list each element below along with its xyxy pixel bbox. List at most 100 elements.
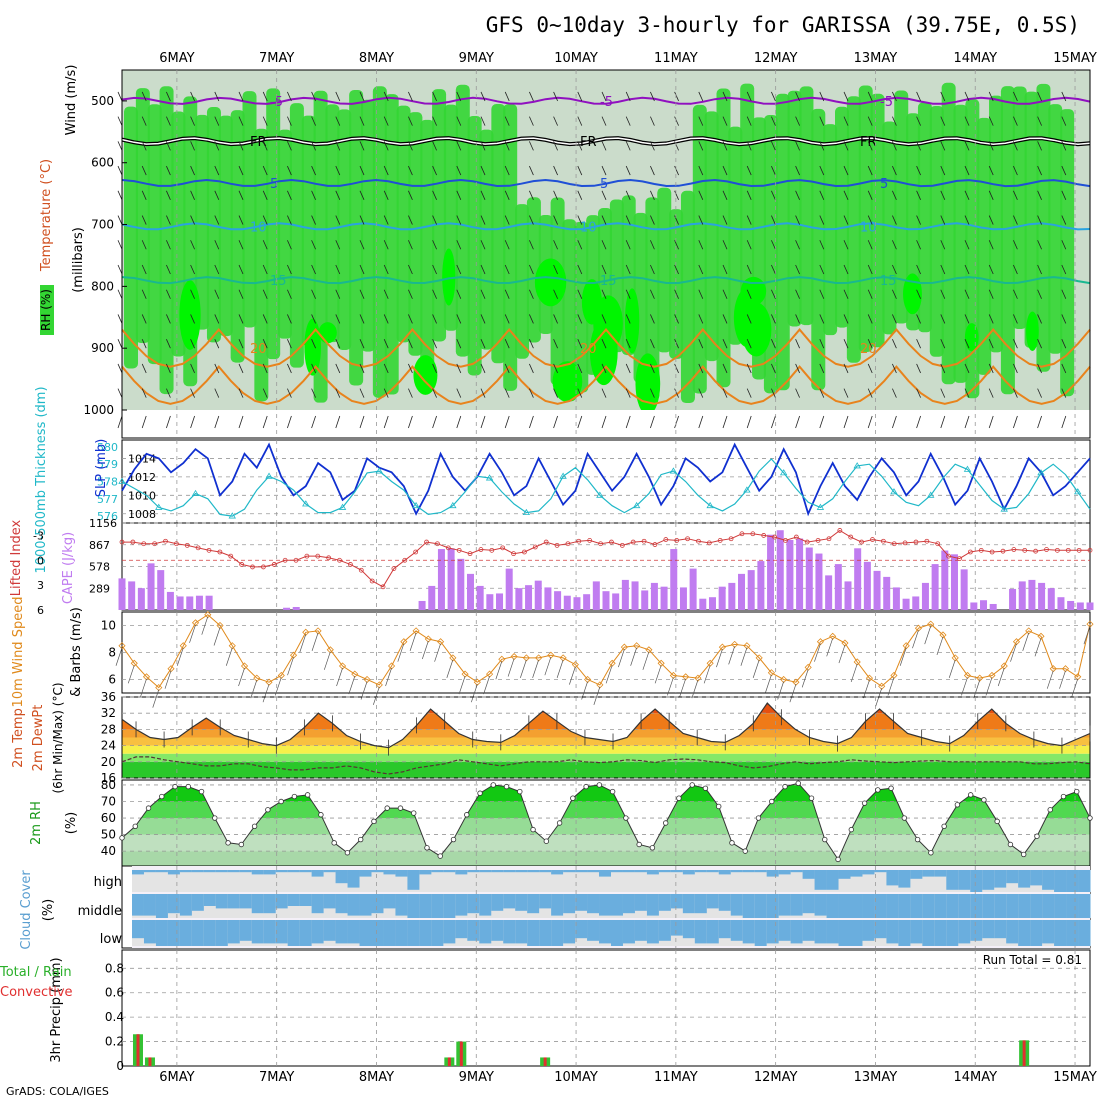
wind-barb	[446, 659, 454, 679]
cloud-cell	[1066, 920, 1079, 946]
wind-barb	[480, 264, 486, 275]
wind-barb	[432, 363, 437, 374]
wind-barb	[698, 388, 704, 398]
wind-barb	[867, 91, 873, 102]
wind-barb	[456, 264, 462, 275]
wind-barb	[214, 314, 220, 324]
isotherm-label: 20	[250, 342, 267, 357]
cloud-cell	[587, 894, 600, 914]
cloud-cell	[1054, 894, 1067, 918]
rh-moist-region	[491, 104, 506, 364]
wind-barb	[795, 240, 800, 250]
cloud-cell	[575, 894, 588, 911]
rh-point	[238, 841, 245, 848]
wind-barb	[795, 165, 800, 176]
wind-barb	[190, 314, 195, 324]
rh-point	[689, 782, 695, 788]
rh-point	[981, 797, 987, 803]
lifted-index-point	[478, 547, 484, 552]
lifted-index-point	[739, 531, 745, 537]
rh-point	[265, 807, 271, 813]
cloud-cell	[706, 894, 720, 909]
wind-barb	[650, 165, 655, 176]
wind-barb	[916, 215, 921, 225]
lifted-index-point	[163, 538, 168, 544]
wind-barb	[601, 415, 607, 429]
wind-barb	[152, 689, 160, 708]
cloud-cell	[359, 870, 372, 877]
cloud-cell	[515, 920, 528, 944]
cloud-cell	[467, 870, 480, 873]
wind-barb	[480, 289, 486, 299]
cloud-cell	[910, 920, 923, 944]
cloud-cell	[886, 870, 899, 886]
cape-bar	[738, 573, 746, 610]
temperature-axis-label: Temperature (°C)	[39, 159, 54, 272]
lifted-index-point	[380, 584, 386, 590]
lifted-index-point	[902, 540, 908, 546]
isotherm-label: 15	[600, 274, 617, 289]
wind-barb	[1013, 415, 1018, 429]
rh-moist-region	[1024, 91, 1039, 348]
isotherm-label: 10	[580, 220, 597, 235]
cloud-cell	[898, 870, 911, 888]
cloud-cell	[934, 920, 947, 946]
cloud-cell	[838, 920, 851, 946]
lifted-index-point	[913, 539, 919, 545]
wind-barb	[383, 363, 389, 374]
rh-tick-label: 60	[101, 811, 116, 825]
rh-legend-swatch	[40, 285, 54, 335]
rh-tick-label: 40	[101, 844, 116, 858]
wind-barb	[141, 289, 147, 299]
thickness-point	[743, 486, 751, 493]
wind-barb	[940, 240, 946, 250]
cloud-cell	[407, 870, 420, 890]
wind-barb	[625, 165, 631, 176]
cloud-cell-background	[383, 870, 396, 892]
lifted-index-point	[750, 531, 756, 537]
wind-barb	[408, 91, 413, 102]
lifted-index-point	[358, 567, 364, 573]
cloud-cell-background	[323, 870, 337, 892]
cloud-cell	[527, 920, 540, 946]
cape-bar	[573, 597, 581, 610]
wind-barb	[819, 215, 825, 225]
wind-barb	[117, 289, 123, 299]
wind-barb	[601, 240, 607, 250]
wind-barb	[916, 289, 921, 299]
wind-barb	[287, 141, 292, 151]
wind-barb	[141, 190, 147, 200]
lifted-index-point	[598, 541, 603, 547]
wind-barb	[819, 363, 825, 374]
wind-barb	[408, 116, 413, 126]
rh-saturated-region	[304, 318, 321, 376]
wind-barb	[117, 388, 123, 398]
cape-tick-label: 1156	[89, 517, 117, 530]
wind-barb	[625, 116, 631, 126]
wind-barb	[1037, 165, 1042, 176]
cape-bar	[583, 594, 591, 610]
wind-barb	[940, 190, 946, 200]
cloud-cell	[395, 870, 408, 877]
rh-point	[1074, 788, 1080, 795]
cloud-cell	[419, 894, 432, 918]
cloud-cell	[551, 870, 564, 875]
wind-barb	[311, 190, 316, 200]
wind-barb	[867, 415, 873, 429]
cloud-cell	[802, 920, 816, 941]
cloud-cell	[203, 920, 217, 946]
wind-barb	[432, 314, 437, 324]
cloud-cell	[239, 894, 253, 909]
cape-bar	[515, 588, 523, 610]
cloud-cell	[1030, 870, 1043, 886]
rh-point	[755, 815, 762, 821]
cape-bar	[157, 570, 165, 610]
wind-barb	[214, 388, 220, 398]
wind-barb	[1046, 670, 1054, 689]
wind-barb	[916, 91, 921, 102]
cloud-middle-label: middle	[78, 904, 122, 919]
cloud-cell	[802, 894, 816, 914]
rh-point	[371, 818, 377, 825]
rh-point	[291, 793, 298, 800]
wind-barb	[964, 415, 970, 429]
